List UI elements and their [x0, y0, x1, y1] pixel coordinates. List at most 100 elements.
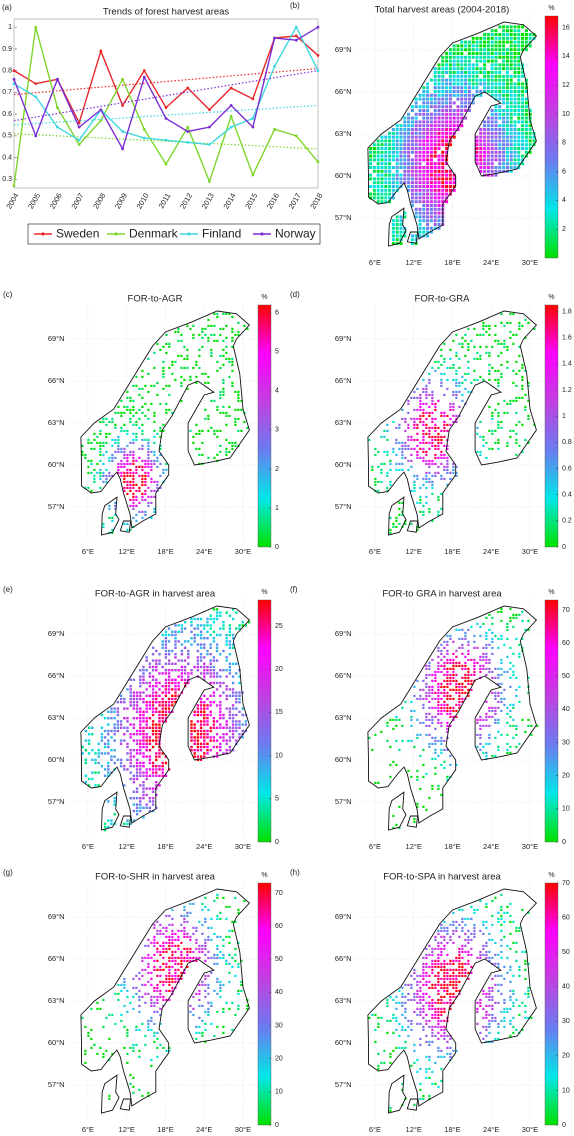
map-pixel	[396, 227, 399, 230]
map-pixel	[206, 666, 208, 668]
map-pixel	[434, 200, 437, 203]
map-pixel	[440, 743, 442, 745]
map-pixel	[441, 86, 444, 89]
map-pixel	[441, 79, 444, 82]
map-pixel	[475, 147, 478, 150]
map-pixel	[453, 86, 456, 89]
map-pixel	[425, 686, 427, 688]
map-pixel	[396, 234, 399, 237]
map-pixel	[425, 716, 427, 718]
map-pixel	[434, 117, 437, 120]
map-pixel	[200, 618, 202, 620]
map-pixel	[494, 33, 497, 36]
map-pixel	[149, 666, 151, 668]
map-pixel	[168, 685, 170, 687]
map-pixel	[229, 717, 231, 719]
map-pixel	[416, 680, 418, 682]
map-pixel	[426, 139, 429, 142]
colorbar-tick-label: 60	[562, 640, 570, 647]
map-pixel	[126, 460, 128, 462]
map-pixel	[123, 523, 125, 525]
map-pixel	[392, 158, 395, 161]
map-pixel	[377, 162, 380, 165]
map-pixel	[422, 457, 424, 459]
map-pixel	[132, 442, 134, 444]
y-tick-label: 69°N	[335, 912, 352, 921]
colorbar-tick-label: 20	[275, 1056, 283, 1063]
map-panel: (g)FOR-to-SHR in harvest area6°E12°E18°E…	[3, 868, 283, 1134]
map-pixel	[518, 325, 520, 327]
map-pixel	[512, 719, 514, 721]
map-pixel	[141, 433, 143, 435]
map-pixel	[141, 1095, 143, 1097]
map-pixel	[159, 975, 161, 977]
map-pixel	[491, 418, 493, 420]
map-pixel	[491, 120, 494, 123]
map-pixel	[138, 388, 140, 390]
map-pixel	[105, 424, 107, 426]
map-pixel	[388, 177, 391, 180]
map-pixel	[445, 143, 448, 146]
map-pixel	[162, 370, 164, 372]
map-pixel	[213, 727, 215, 729]
map-pixel	[156, 1056, 158, 1058]
map-pixel	[529, 132, 532, 135]
map-pixel	[431, 484, 433, 486]
map-pixel	[399, 215, 402, 218]
map-pixel	[209, 615, 211, 617]
map-pixel	[141, 370, 143, 372]
map-pixel	[425, 668, 427, 670]
map-pixel	[502, 79, 505, 82]
map-pixel	[219, 987, 221, 989]
map-pixel	[369, 158, 372, 161]
map-pixel	[144, 478, 146, 480]
map-pixel	[203, 666, 205, 668]
map-pixel	[517, 29, 520, 32]
map-pixel	[502, 132, 505, 135]
map-pixel	[168, 978, 170, 980]
map-pixel	[234, 334, 236, 336]
y-tick-label: 57°N	[48, 797, 65, 806]
map-pixel	[204, 960, 206, 962]
map-pixel	[155, 695, 157, 697]
map-pixel	[518, 614, 520, 616]
map-pixel	[425, 954, 427, 956]
map-pixel	[219, 397, 221, 399]
map-pixel	[521, 37, 524, 40]
map-pixel	[419, 698, 421, 700]
map-pixel	[97, 784, 99, 786]
map-pixel	[498, 113, 501, 116]
map-pixel	[443, 668, 445, 670]
map-pixel	[407, 439, 409, 441]
map-pixel	[193, 730, 195, 732]
map-pixel	[509, 647, 511, 649]
map-pixel	[491, 143, 494, 146]
map-pixel	[422, 139, 425, 142]
map-pixel	[392, 451, 394, 453]
map-pixel	[171, 966, 173, 968]
map-pixel	[219, 695, 221, 697]
map-pixel	[431, 689, 433, 691]
map-pixel	[440, 683, 442, 685]
map-pixel	[418, 136, 421, 139]
map-pixel	[129, 685, 131, 687]
map-pixel	[204, 939, 206, 941]
map-pixel	[525, 147, 528, 150]
map-pixel	[195, 364, 197, 366]
map-pixel	[389, 776, 391, 778]
map-pixel	[515, 695, 517, 697]
map-pixel	[458, 358, 460, 360]
map-pixel	[425, 475, 427, 477]
map-pixel	[165, 334, 167, 336]
map-pixel	[99, 469, 101, 471]
map-pixel	[491, 113, 494, 116]
map-pixel	[198, 334, 200, 336]
map-pixel	[416, 1014, 418, 1016]
map-pixel	[449, 109, 452, 112]
map-pixel	[509, 752, 511, 754]
map-pixel	[120, 475, 122, 477]
map-pixel	[150, 481, 152, 483]
map-pixel	[156, 460, 158, 462]
map-pixel	[147, 957, 149, 959]
map-pixel	[386, 472, 388, 474]
